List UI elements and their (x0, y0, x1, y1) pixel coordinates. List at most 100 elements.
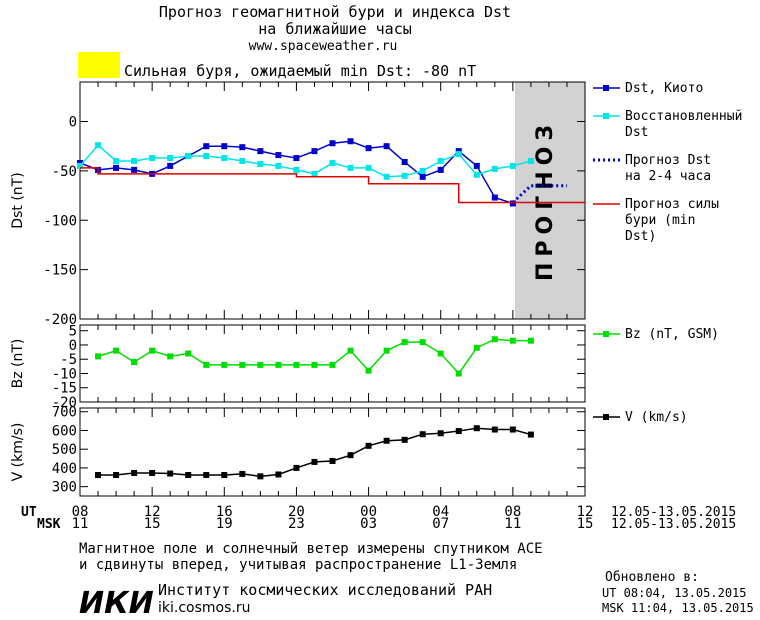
msk-tick-label: 03 (360, 516, 377, 532)
legend-marker (603, 85, 609, 91)
data-point (401, 172, 408, 179)
data-point (95, 142, 102, 149)
data-point (239, 144, 246, 151)
panel-frame (79, 407, 586, 497)
data-point (383, 347, 390, 354)
series-line (511, 184, 567, 204)
y-tick-label: -5 (60, 352, 77, 368)
data-point (455, 151, 462, 158)
data-point (509, 162, 516, 169)
data-point (401, 436, 408, 443)
data-point (527, 337, 534, 344)
data-point (257, 160, 264, 167)
data-point (275, 361, 282, 368)
msk-tick-label: 23 (288, 516, 305, 532)
data-point (239, 158, 246, 164)
y-tick-label: 300 (52, 480, 77, 496)
data-point (527, 431, 534, 438)
legend-label: Dst, Киото (625, 81, 703, 96)
data-point (185, 472, 192, 479)
data-point (491, 165, 498, 172)
storm-label: Сильная буря, ожидаемый min Dst: -80 nT (124, 62, 476, 80)
site-url: www.spaceweather.ru (249, 39, 398, 54)
data-point (203, 143, 210, 150)
y-tick-label: 5 (69, 324, 77, 340)
data-point (95, 353, 102, 360)
data-point (473, 425, 480, 432)
data-point (167, 162, 174, 169)
data-point (473, 162, 480, 169)
footer-note-line1: Магнитное поле и солнечный ветер измерен… (79, 541, 543, 557)
y-tick-label: -100 (43, 213, 77, 229)
msk-tick-label: 15 (577, 516, 594, 532)
data-point (437, 350, 444, 357)
series-line (79, 144, 532, 178)
data-point (347, 347, 354, 354)
legend-label: V (km/s) (625, 410, 688, 425)
ut-tick-label: 16 (216, 504, 233, 520)
legend-marker (603, 331, 609, 337)
data-point (257, 361, 264, 368)
data-point (365, 442, 372, 449)
ut-axis-label: UT (21, 505, 37, 520)
updated-ut: UT 08:04, 13.05.2015 (602, 586, 747, 600)
ut-tick-label: 08 (72, 504, 89, 520)
data-point (113, 347, 120, 354)
iki-logo: ИКИ (79, 586, 154, 620)
data-point (167, 155, 174, 162)
ut-tick-label: 00 (360, 504, 377, 520)
data-point (311, 170, 318, 177)
data-point (527, 158, 534, 164)
title-line2: на ближайшие часы (258, 20, 412, 38)
data-point (419, 173, 426, 180)
data-point (437, 430, 444, 437)
data-point (293, 166, 300, 173)
data-point (185, 153, 192, 160)
y-tick-label: 0 (69, 338, 77, 354)
date-range-msk: 12.05-13.05.2015 (611, 517, 736, 532)
msk-tick-label: 15 (144, 516, 161, 532)
msk-axis-label: MSK (37, 517, 61, 532)
data-point (329, 140, 336, 147)
data-point (329, 159, 336, 166)
y-tick-label: 0 (69, 115, 77, 131)
institute-name: Институт космических исследований РАН (158, 581, 492, 599)
msk-tick-label: 11 (72, 516, 89, 532)
y-tick-label: 700 (52, 405, 77, 421)
institute-url[interactable]: iki.cosmos.ru (158, 600, 250, 616)
data-point (311, 148, 318, 155)
data-point (383, 173, 390, 180)
forecast-band-label: ПРОГНОЗ (533, 119, 558, 281)
data-point (473, 344, 480, 351)
legend-marker (603, 414, 609, 420)
legend-label: Прогноз силы бури (min Dst) (625, 197, 719, 244)
data-point (509, 426, 516, 433)
data-point (329, 361, 336, 368)
data-point (509, 337, 516, 344)
data-point (383, 143, 390, 150)
data-point (185, 350, 192, 357)
updated-label: Обновлено в: (605, 570, 699, 585)
data-point (365, 145, 372, 152)
y-tick-label: 400 (52, 461, 77, 477)
data-point (329, 457, 336, 464)
data-point (293, 155, 300, 162)
legend-label: Восстановленный Dst (625, 109, 742, 140)
y-axis-label: Bz (nT) (10, 339, 26, 389)
data-point (221, 472, 228, 479)
y-axis-label: Dst (nT) (10, 172, 26, 228)
data-point (365, 367, 372, 374)
data-point (77, 162, 83, 169)
msk-tick-label: 19 (216, 516, 233, 532)
updated-msk: MSK 11:04, 13.05.2015 (602, 601, 754, 615)
data-point (311, 361, 318, 368)
y-tick-label: -200 (43, 312, 77, 328)
data-point (257, 473, 264, 480)
data-point (275, 152, 282, 159)
y-tick-label: -20 (52, 395, 77, 411)
data-point (221, 143, 228, 150)
data-point (383, 437, 390, 444)
legend-label: Прогноз Dst на 2-4 часа (625, 153, 711, 184)
y-tick-label: -15 (52, 381, 77, 397)
